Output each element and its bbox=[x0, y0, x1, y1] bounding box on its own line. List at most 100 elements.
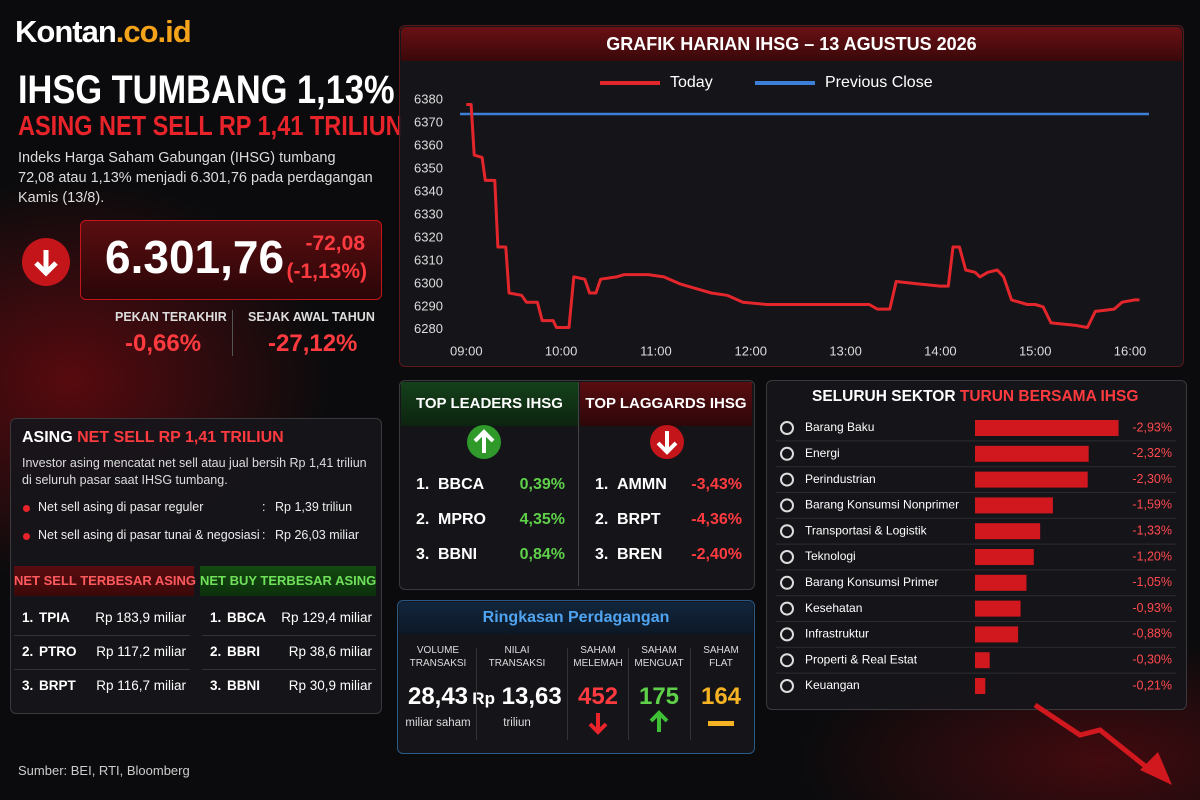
y-tick-label: 6360 bbox=[414, 137, 443, 152]
divider bbox=[578, 382, 579, 586]
ticker: BREN bbox=[617, 546, 663, 563]
value-label: -2,32% bbox=[1132, 446, 1172, 460]
y-tick-label: 6350 bbox=[414, 160, 443, 175]
sector-icon bbox=[780, 498, 794, 513]
separator: : bbox=[262, 528, 266, 542]
change: -2,40% bbox=[691, 546, 742, 563]
value-number: 28,43 bbox=[407, 683, 469, 710]
index-change: -72,08 bbox=[305, 232, 365, 255]
arrow bbox=[34, 250, 58, 277]
logo-main: Kontan bbox=[15, 14, 117, 49]
change: 0,84% bbox=[519, 546, 565, 563]
y-tick-label: 6330 bbox=[414, 206, 443, 221]
up-arrow bbox=[649, 710, 669, 732]
sector-title-highlight: TURUN BERSAMA IHSG bbox=[959, 388, 1139, 405]
sector-label: Barang Baku bbox=[805, 420, 874, 434]
summary-value: 175 bbox=[609, 683, 709, 711]
bar bbox=[975, 420, 1119, 436]
row-divider bbox=[202, 669, 376, 670]
summary-value: Rp 13,63 bbox=[467, 683, 567, 711]
amount: Rp 183,9 miliar bbox=[95, 610, 186, 625]
headline: IHSG TUMBANG 1,13% bbox=[18, 68, 395, 112]
x-tick-label: 09:00 bbox=[450, 343, 483, 358]
foreign-title: ASING NET SELL RP 1,41 TRILIUN bbox=[22, 429, 284, 447]
bar bbox=[975, 626, 1019, 643]
bar bbox=[975, 445, 1089, 462]
sector-label: Barang Konsumsi Primer bbox=[805, 575, 938, 589]
sector-label: Infrastruktur bbox=[805, 627, 869, 641]
value-label: -1,20% bbox=[1132, 549, 1172, 563]
line-chart-title: GRAFIK HARIAN IHSG – 13 AGUSTUS 2026 bbox=[401, 27, 1182, 61]
separator bbox=[476, 648, 477, 740]
item-label: Net sell asing di pasar reguler bbox=[38, 500, 204, 514]
value-label: -0,93% bbox=[1132, 601, 1172, 615]
value-label: -0,21% bbox=[1132, 678, 1172, 692]
value-label: -0,30% bbox=[1132, 652, 1172, 666]
summary-label: SAHAM MENGUAT bbox=[634, 645, 684, 669]
y-tick-label: 6340 bbox=[414, 183, 443, 198]
legend-label: Today bbox=[670, 74, 713, 91]
ticker: BBNI bbox=[438, 546, 478, 563]
y-tick-label: 6320 bbox=[414, 229, 443, 244]
ticker: BBCA bbox=[438, 476, 485, 493]
value-prefix: Rp bbox=[472, 689, 495, 708]
summary-label: SAHAM MELEMAH bbox=[573, 645, 623, 669]
y-tick-label: 6370 bbox=[414, 114, 443, 129]
x-tick-label: 11:00 bbox=[640, 343, 672, 358]
subheadline: ASING NET SELL RP 1,41 TRILIUN bbox=[18, 110, 403, 141]
rank: 2. bbox=[22, 644, 34, 659]
amount: Rp 38,6 miliar bbox=[288, 644, 372, 659]
sector-title-main: SELURUH SEKTOR bbox=[812, 388, 956, 405]
flat-bar bbox=[708, 721, 734, 726]
stat-value: -0,66% bbox=[125, 330, 202, 357]
x-tick-label: 12:00 bbox=[734, 343, 767, 358]
bar bbox=[975, 600, 1021, 617]
bullet bbox=[23, 505, 30, 512]
x-tick-label: 14:00 bbox=[924, 343, 957, 358]
intro: Indeks Harga Saham Gabungan (IHSG) tumba… bbox=[18, 150, 373, 206]
rank: 1. bbox=[595, 476, 609, 493]
sector-icon bbox=[780, 550, 794, 564]
sector-icon bbox=[780, 421, 794, 435]
summary-label: NILAI TRANSAKSI bbox=[488, 645, 546, 669]
value-number: 452 bbox=[577, 683, 619, 710]
sector-label: Properti & Real Estat bbox=[805, 652, 918, 666]
amount: Rp 129,4 miliar bbox=[281, 610, 372, 625]
laggards-title: TOP LAGGARDS IHSG bbox=[580, 382, 752, 426]
y-tick-label: 6300 bbox=[414, 275, 443, 290]
legend-label: Previous Close bbox=[825, 74, 933, 91]
value-number: 13,63 bbox=[501, 683, 562, 710]
ticker: BBNI bbox=[227, 678, 260, 693]
item-label: Net sell asing di pasar tunai & negosias… bbox=[38, 528, 260, 542]
sector-label: Energi bbox=[805, 446, 840, 460]
stat-value: -27,12% bbox=[268, 330, 358, 357]
summary-unit: triliun bbox=[503, 717, 531, 729]
separator bbox=[690, 648, 691, 740]
sector-icon bbox=[780, 653, 794, 668]
stat-label: PEKAN TERAKHIR bbox=[115, 310, 227, 324]
rank: 3. bbox=[22, 678, 34, 693]
ticker: AMMN bbox=[617, 476, 667, 493]
up-icon bbox=[467, 425, 501, 459]
ticker: BBRI bbox=[227, 644, 260, 659]
down-icon bbox=[650, 425, 684, 459]
rank: 2. bbox=[595, 511, 609, 528]
sector-label: Keuangan bbox=[805, 678, 860, 692]
row-divider bbox=[202, 635, 376, 636]
summary-value: 452 bbox=[548, 683, 648, 711]
value-number: 164 bbox=[700, 683, 742, 710]
index-value: 6.301,76 bbox=[105, 231, 285, 283]
sector-label: Teknologi bbox=[805, 549, 856, 563]
value-label: -1,05% bbox=[1132, 575, 1172, 589]
bar bbox=[975, 652, 990, 669]
value-label: -0,88% bbox=[1132, 627, 1172, 641]
sector-icon bbox=[780, 524, 794, 539]
bar bbox=[975, 678, 986, 694]
rank: 1. bbox=[22, 610, 34, 625]
sector-icon bbox=[780, 679, 794, 693]
rank: 1. bbox=[210, 610, 222, 625]
down-icon bbox=[22, 238, 70, 286]
decor-arrow-head bbox=[1140, 752, 1172, 785]
amount: Rp 30,9 miliar bbox=[288, 678, 372, 693]
